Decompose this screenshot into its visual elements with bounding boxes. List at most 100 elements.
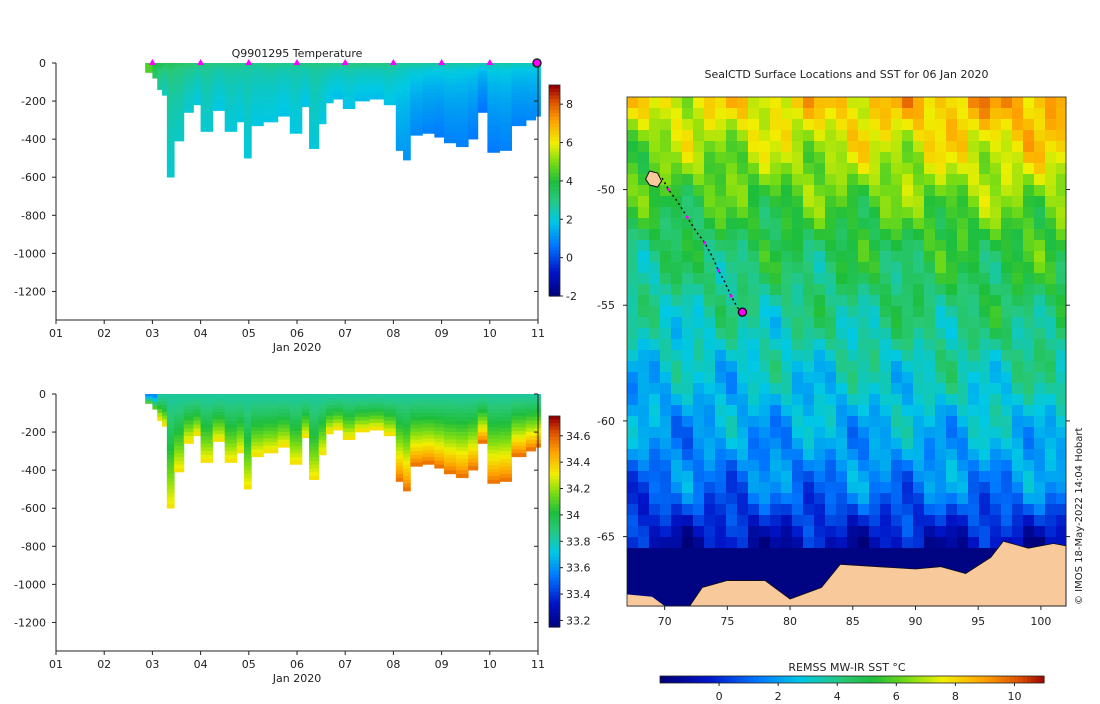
sst-cell bbox=[847, 394, 859, 406]
temp-colorbar-swatch bbox=[549, 218, 560, 223]
temp-cell bbox=[468, 127, 479, 132]
sst-colorbar-swatch bbox=[702, 676, 708, 683]
sst-cell bbox=[660, 350, 672, 362]
sal-cell bbox=[243, 447, 252, 452]
sal-colorbar-swatch bbox=[549, 416, 560, 421]
temp-profile-column bbox=[369, 63, 385, 100]
sal-cell bbox=[224, 405, 238, 410]
temp-cell bbox=[183, 66, 194, 71]
sal-colorbar-swatch bbox=[549, 451, 560, 456]
sst-cell bbox=[638, 97, 650, 109]
sal-cell bbox=[166, 454, 175, 460]
sal-x-axis-label: Jan 2020 bbox=[272, 672, 321, 685]
sst-colorbar-swatch bbox=[830, 676, 836, 683]
sst-cell bbox=[803, 262, 815, 274]
temp-cell bbox=[289, 74, 303, 79]
sst-cell bbox=[770, 537, 782, 549]
temp-cell bbox=[468, 116, 479, 121]
temp-cell bbox=[487, 81, 500, 86]
sst-cell bbox=[704, 152, 716, 164]
sst-colorbar-swatch bbox=[1039, 676, 1045, 683]
sal-cell bbox=[403, 468, 411, 473]
sst-cell bbox=[704, 119, 716, 131]
sal-cell bbox=[318, 420, 327, 425]
sst-cell bbox=[1001, 438, 1013, 450]
sal-cell bbox=[444, 432, 457, 437]
sal-cell bbox=[183, 428, 194, 433]
temp-profile-column bbox=[309, 63, 320, 149]
sal-cell bbox=[166, 409, 175, 414]
temp-cell bbox=[383, 97, 397, 102]
sst-cell bbox=[957, 130, 969, 142]
temp-cell bbox=[403, 119, 411, 124]
sal-cell bbox=[301, 426, 310, 431]
sst-cell bbox=[935, 361, 947, 373]
sst-cell bbox=[737, 383, 749, 395]
sst-cell bbox=[726, 460, 738, 472]
sst-colorbar-swatch bbox=[762, 676, 768, 683]
sst-cell bbox=[902, 130, 914, 142]
temp-cell bbox=[277, 101, 291, 106]
sst-cell bbox=[638, 405, 650, 417]
sst-cell bbox=[638, 570, 650, 582]
temp-cell bbox=[166, 78, 175, 83]
sst-cell bbox=[792, 515, 804, 527]
temp-cell bbox=[477, 74, 488, 79]
sst-cell bbox=[1001, 482, 1013, 494]
temp-cell bbox=[354, 74, 370, 79]
sst-cell bbox=[880, 526, 892, 538]
temp-profile-column bbox=[152, 63, 158, 79]
sst-cell bbox=[1034, 273, 1046, 285]
temp-cell bbox=[395, 101, 404, 106]
sst-cell bbox=[1056, 482, 1067, 494]
sal-profile-column bbox=[403, 394, 411, 492]
sst-cell bbox=[979, 493, 991, 505]
sst-cell bbox=[968, 295, 980, 307]
temp-cell bbox=[289, 77, 303, 82]
sst-cell bbox=[836, 207, 848, 219]
sal-cell bbox=[174, 431, 185, 436]
sal-cell bbox=[333, 401, 344, 406]
temp-cell bbox=[174, 70, 185, 75]
sst-cell bbox=[792, 185, 804, 197]
sal-cell bbox=[224, 432, 238, 437]
sst-cell bbox=[1056, 284, 1067, 296]
sst-cell bbox=[1045, 119, 1057, 131]
temp-cell bbox=[434, 74, 445, 79]
sal-cell bbox=[456, 397, 469, 402]
sst-cell bbox=[880, 240, 892, 252]
temp-cell bbox=[174, 85, 185, 90]
sst-cell bbox=[704, 273, 716, 285]
sal-profile-column bbox=[434, 394, 445, 469]
sst-cell bbox=[737, 361, 749, 373]
sal-colorbar-swatch bbox=[549, 510, 560, 516]
sst-cell bbox=[1045, 482, 1057, 494]
sst-cell bbox=[946, 383, 958, 395]
sst-cell bbox=[693, 229, 705, 241]
sst-cell bbox=[1012, 317, 1024, 329]
temp-colorbar-swatch bbox=[549, 215, 560, 220]
temp-cell bbox=[403, 122, 411, 127]
sal-cell bbox=[383, 413, 397, 418]
sst-cell bbox=[814, 317, 826, 329]
sst-cell bbox=[715, 383, 727, 395]
sst-cell bbox=[913, 559, 925, 571]
sst-cell bbox=[671, 471, 683, 483]
sal-cell bbox=[166, 424, 175, 429]
sal-cell bbox=[224, 409, 238, 414]
sst-cell bbox=[836, 119, 848, 131]
temp-cell bbox=[277, 85, 291, 90]
sst-cell bbox=[1023, 273, 1035, 285]
sst-cell bbox=[1001, 97, 1013, 109]
sst-cell bbox=[726, 570, 738, 582]
sst-cell bbox=[792, 570, 804, 582]
sst-cell bbox=[660, 185, 672, 197]
sst-cell bbox=[748, 97, 760, 109]
sal-cell bbox=[403, 423, 411, 428]
sst-cell bbox=[1001, 361, 1013, 373]
temp-cell bbox=[525, 63, 537, 68]
temp-cell bbox=[166, 85, 175, 90]
sst-cell bbox=[957, 427, 969, 439]
sst-cell bbox=[968, 119, 980, 131]
temp-cell bbox=[309, 137, 320, 142]
